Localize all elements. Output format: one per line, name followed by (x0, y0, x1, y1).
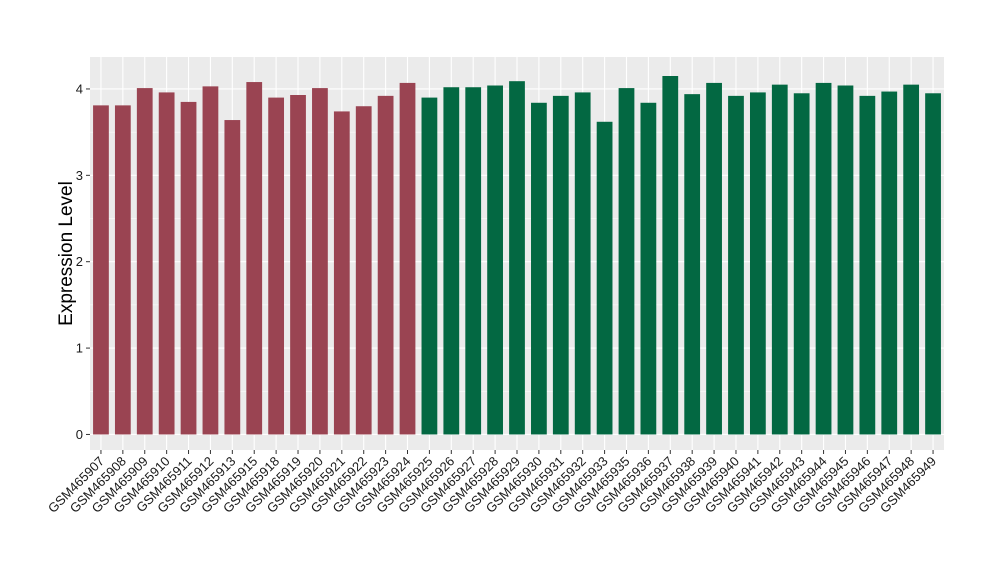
bar-GSM465936 (640, 102, 657, 435)
bars (93, 76, 941, 435)
bar-GSM465942 (771, 84, 788, 435)
y-tick-label: 1 (76, 341, 83, 356)
bar-GSM465910 (158, 92, 175, 435)
bar-GSM465921 (333, 111, 350, 435)
bar-GSM465928 (487, 85, 503, 435)
bar-GSM465932 (574, 92, 591, 435)
bar-GSM465948 (903, 84, 920, 435)
y-tick-label: 2 (76, 254, 83, 269)
bar-GSM465927 (465, 87, 482, 435)
bar-GSM465949 (925, 93, 941, 435)
bar-GSM465924 (399, 82, 416, 435)
bar-GSM465933 (596, 121, 613, 435)
y-axis-title: Expression Level (56, 181, 77, 326)
bar-GSM465929 (509, 81, 525, 435)
bar-GSM465925 (421, 97, 438, 435)
bar-GSM465913 (224, 120, 241, 435)
bar-GSM465937 (662, 76, 679, 435)
bar-GSM465931 (552, 95, 569, 435)
bar-GSM465946 (859, 95, 876, 435)
x-axis: GSM465907GSM465908GSM465909GSM465910GSM4… (45, 450, 939, 516)
y-axis: 0 1 2 3 4 (76, 81, 90, 442)
bar-GSM465935 (618, 88, 635, 435)
bar-GSM465945 (837, 85, 854, 435)
bar-GSM465941 (749, 92, 766, 435)
bar-GSM465943 (793, 93, 810, 435)
bar-GSM465944 (815, 82, 832, 435)
bar-GSM465922 (355, 106, 372, 435)
bar-GSM465915 (246, 82, 263, 435)
bar-GSM465920 (312, 88, 328, 435)
bar-GSM465918 (268, 97, 285, 435)
bar-GSM465907 (93, 105, 109, 435)
y-tick-label: 3 (76, 168, 83, 183)
y-tick-label: 4 (76, 81, 83, 96)
y-tick-label: 0 (76, 427, 83, 442)
bar-GSM465930 (531, 102, 547, 435)
bar-GSM465908 (114, 105, 131, 435)
bar-GSM465947 (881, 91, 898, 435)
bar-GSM465912 (202, 86, 219, 435)
bar-GSM465911 (180, 101, 197, 435)
bar-GSM465919 (290, 95, 306, 435)
bar-GSM465940 (728, 95, 744, 435)
bar-GSM465909 (136, 88, 153, 435)
bar-GSM465923 (377, 95, 394, 435)
bar-GSM465938 (684, 94, 701, 435)
bar-GSM465939 (706, 82, 722, 435)
bar-GSM465926 (443, 87, 460, 435)
